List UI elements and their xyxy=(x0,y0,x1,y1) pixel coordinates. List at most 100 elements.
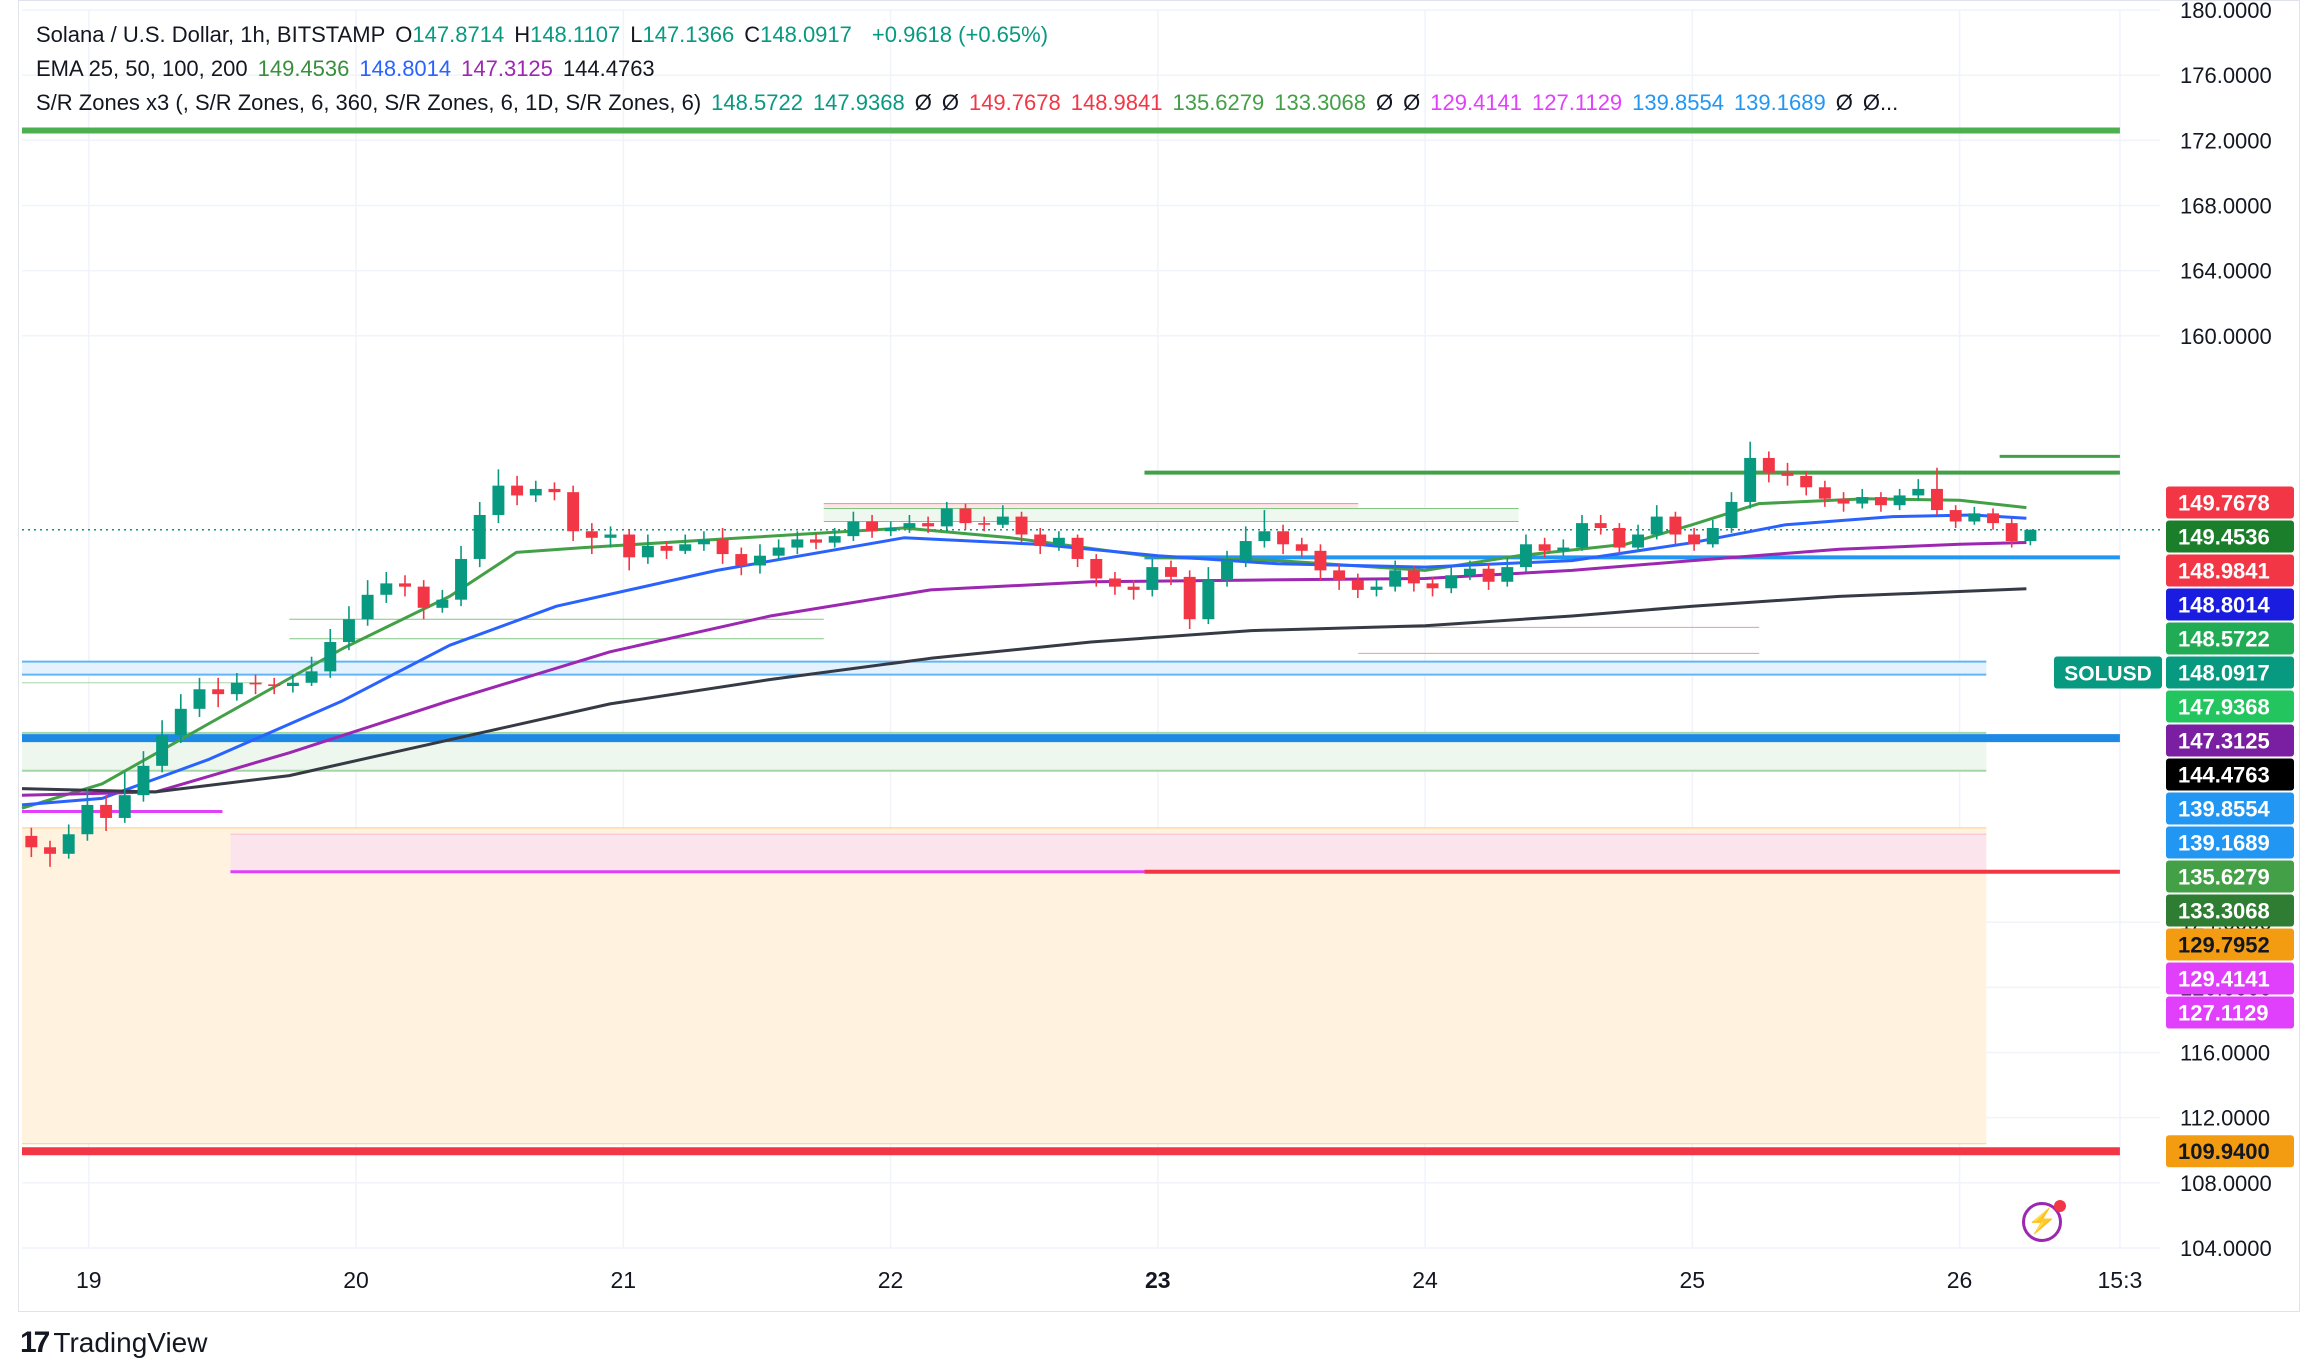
candle-body xyxy=(1650,516,1663,535)
y-tick-label: 168.0000 xyxy=(2180,193,2272,218)
candle-body xyxy=(1800,475,1813,488)
x-tick-label: 20 xyxy=(343,1267,369,1293)
candle-body xyxy=(1706,528,1719,545)
candle-body xyxy=(1632,534,1645,548)
price-label: 139.8554 xyxy=(2178,796,2271,821)
candle-body xyxy=(1052,537,1065,546)
notification-dot xyxy=(2054,1200,2066,1212)
candle-body xyxy=(1314,550,1327,571)
candle-body xyxy=(361,594,374,620)
candle-body xyxy=(118,795,131,818)
candle-body xyxy=(604,534,617,538)
candle-body xyxy=(1389,570,1402,587)
srVals-item: 127.1129 xyxy=(1532,90,1623,115)
candle-body xyxy=(735,554,748,566)
candle-body xyxy=(81,804,94,835)
ohlc-value: 147.8714 xyxy=(412,22,505,47)
candle-body xyxy=(2005,523,2018,542)
candle-body xyxy=(1127,586,1140,590)
srVals-item: 149.7678 xyxy=(968,90,1061,115)
sr-legend[interactable]: S/R Zones x3 (, S/R Zones, 6, 360, S/R Z… xyxy=(36,90,1918,116)
candle-body xyxy=(1501,567,1514,582)
price-label: 139.1689 xyxy=(2178,830,2270,855)
price-label: 149.4536 xyxy=(2178,524,2270,549)
y-tick-label: 116.0000 xyxy=(2180,1041,2270,1066)
candle-body xyxy=(697,539,710,545)
candle-body xyxy=(623,534,636,558)
candle-body xyxy=(810,539,822,543)
srVals-item: 139.1689 xyxy=(1733,90,1826,115)
candle-body xyxy=(866,521,879,532)
ohlc-key: H xyxy=(514,22,531,47)
price-label: 149.7678 xyxy=(2178,490,2270,515)
candle-body xyxy=(1669,516,1682,535)
srVals-item: 139.8554 xyxy=(1632,90,1724,115)
srVals-item: Ø xyxy=(1403,90,1421,115)
candle-body xyxy=(1183,576,1196,620)
candle-body xyxy=(529,488,542,496)
emaVals-item: 148.8014 xyxy=(359,56,452,81)
candle-body xyxy=(1818,487,1831,499)
srVals-item: 135.6279 xyxy=(1172,90,1265,115)
candle-body xyxy=(436,599,449,608)
price-change: +0.9618 (+0.65%) xyxy=(871,22,1049,47)
candle-body xyxy=(1949,510,1962,522)
candle-body xyxy=(903,523,916,529)
price-label: 147.9368 xyxy=(2178,694,2270,719)
y-tick-label: 160.0000 xyxy=(2180,324,2272,349)
candle-body xyxy=(230,682,243,695)
candle-body xyxy=(828,536,841,543)
price-label: 129.4141 xyxy=(2178,966,2270,991)
price-label-bg xyxy=(2166,622,2294,655)
price-label-bg xyxy=(2166,486,2294,519)
candle-body xyxy=(1445,575,1458,589)
candle-body xyxy=(1277,531,1290,545)
candle-body xyxy=(585,531,598,538)
ohlc-key: L xyxy=(630,22,643,47)
candle-body xyxy=(1015,516,1028,535)
ohlc-key: C xyxy=(744,22,761,47)
price-label-bg xyxy=(2166,758,2294,791)
emaVals-item: 149.4536 xyxy=(257,56,350,81)
candle-body xyxy=(1165,567,1177,577)
tradingview-logo[interactable]: 17 TradingView xyxy=(20,1326,207,1360)
candle-body xyxy=(1202,580,1215,620)
srVals-item: 133.3068 xyxy=(1274,90,1367,115)
candle-body xyxy=(100,804,113,818)
candle-body xyxy=(1146,567,1159,590)
x-tick-label: 26 xyxy=(1947,1267,1973,1293)
ema-line xyxy=(21,541,2027,797)
symbol-legend[interactable]: Solana / U.S. Dollar, 1h, BITSTAMP O147.8… xyxy=(36,22,1058,48)
price-label: 147.3125 xyxy=(2178,728,2270,753)
price-label-bg xyxy=(2166,656,2294,689)
price-label: 148.9841 xyxy=(2178,558,2270,583)
candle-body xyxy=(1482,568,1495,582)
candle-body xyxy=(380,583,393,595)
candle-body xyxy=(1837,498,1850,504)
ema-line xyxy=(21,513,2027,807)
lightning-icon[interactable]: ⚡ xyxy=(2022,1202,2062,1242)
candle-body xyxy=(1071,537,1084,559)
x-tick-label: 24 xyxy=(1412,1267,1438,1293)
srVals-item: Ø xyxy=(914,90,932,115)
symbol-title: Solana / U.S. Dollar, 1h, BITSTAMP xyxy=(36,22,386,47)
sr-zone-fill xyxy=(230,834,1987,872)
emaVals-item: 147.3125 xyxy=(461,56,553,81)
candle-body xyxy=(940,508,953,527)
symbol-tag: SOLUSD xyxy=(2064,662,2152,685)
candle-body xyxy=(978,523,991,525)
price-label-bg xyxy=(2166,996,2294,1029)
candle-body xyxy=(492,485,505,515)
price-label: 148.8014 xyxy=(2178,592,2271,617)
price-label-bg xyxy=(2166,690,2294,723)
candle-body xyxy=(772,547,785,556)
ema-legend[interactable]: EMA 25, 50, 100, 200 149.4536 148.8014 147.… xyxy=(36,56,675,82)
candle-body xyxy=(286,682,299,687)
price-label-bg xyxy=(2166,860,2294,893)
candle-body xyxy=(1034,534,1047,546)
symbol-tag-bg xyxy=(2054,656,2162,689)
candle-body xyxy=(511,485,524,496)
candle-body xyxy=(212,689,225,695)
srVals-item: 129.4141 xyxy=(1430,90,1523,115)
price-chart[interactable]: 180.0000 176.0000 172.0000 168.0000 164.0000… xyxy=(0,0,2308,1312)
